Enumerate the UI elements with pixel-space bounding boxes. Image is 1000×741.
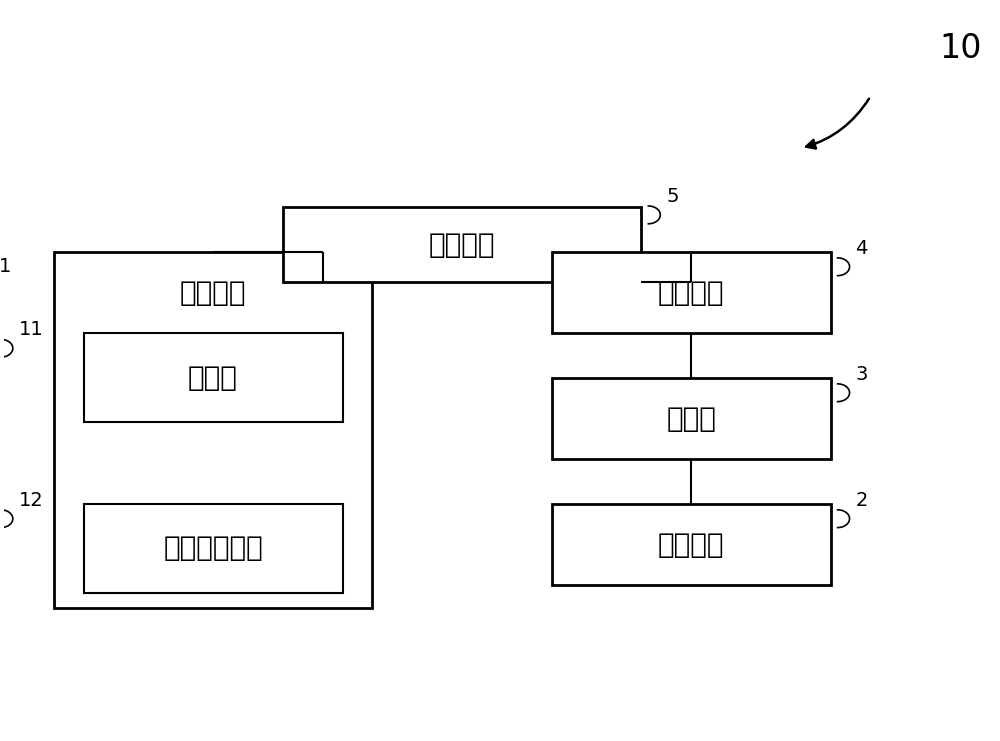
Text: 放疗设备: 放疗设备 [180, 279, 246, 307]
Text: 固定部: 固定部 [666, 405, 716, 433]
Text: 1: 1 [0, 257, 11, 276]
Text: 治疗床: 治疗床 [188, 364, 238, 392]
Text: 4: 4 [856, 239, 868, 258]
Bar [54, 252, 372, 608]
Text: 5: 5 [666, 187, 679, 206]
Bar [283, 207, 641, 282]
Text: 11: 11 [19, 320, 44, 339]
Text: 放疗照射装置: 放疗照射装置 [163, 534, 263, 562]
Text: 固定体膜: 固定体膜 [658, 531, 724, 559]
Text: 处理装置: 处理装置 [429, 230, 495, 259]
Bar [84, 333, 343, 422]
Bar [552, 504, 831, 585]
Text: 3: 3 [856, 365, 868, 384]
Text: 12: 12 [19, 491, 44, 510]
Text: 2: 2 [856, 491, 868, 510]
Text: 10: 10 [939, 32, 981, 64]
Bar [552, 378, 831, 459]
Bar [84, 504, 343, 593]
Bar [552, 252, 831, 333]
Text: 超声探头: 超声探头 [658, 279, 724, 307]
